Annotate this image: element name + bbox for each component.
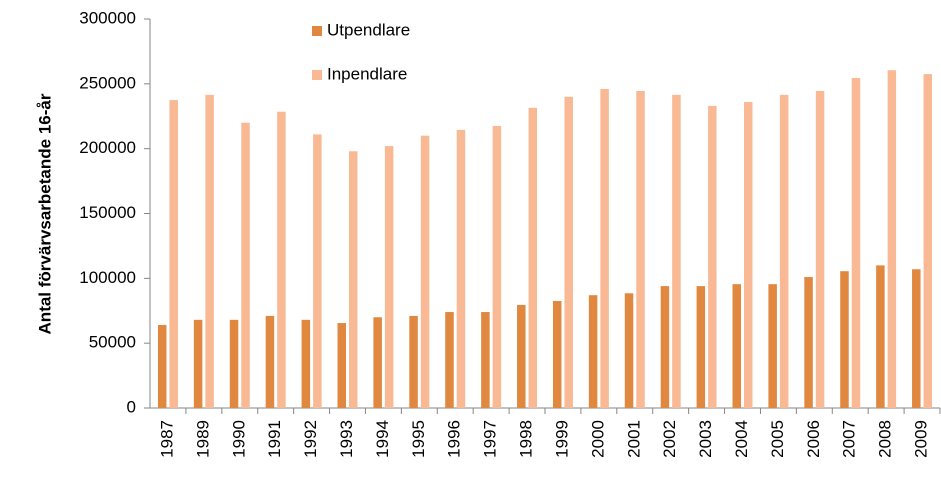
x-tick-label: 2002: [660, 420, 679, 458]
x-tick-label: 2006: [804, 420, 823, 458]
bar: [373, 317, 382, 408]
bar: [815, 90, 825, 408]
bar: [157, 325, 167, 408]
bar: [600, 89, 609, 409]
y-tick-label: 100000: [79, 268, 136, 287]
bar: [517, 304, 526, 408]
bar: [409, 315, 418, 408]
x-tick-label: 1992: [301, 420, 320, 458]
bar: [636, 90, 645, 408]
y-tick-label: 300000: [79, 8, 136, 27]
x-tick-label: 1991: [265, 420, 284, 458]
x-tick-label: 2000: [588, 420, 607, 458]
bar: [384, 146, 394, 408]
x-tick-label: 1998: [517, 420, 536, 458]
bar: [552, 301, 562, 408]
y-axis-label: Antal förvärvsarbetande 16-år: [35, 93, 54, 334]
x-tick-label: 2005: [768, 420, 787, 458]
bar: [779, 94, 789, 408]
bar: [241, 122, 250, 408]
bar: [588, 295, 598, 408]
bar: [349, 151, 358, 408]
x-tick-label: 1996: [445, 420, 464, 458]
y-tick-label: 0: [127, 397, 136, 416]
x-tick-label: 2009: [912, 420, 931, 458]
bar: [887, 70, 897, 409]
bar: [744, 101, 753, 408]
bar: [708, 105, 717, 409]
x-tick-label: 1994: [373, 420, 392, 458]
legend-swatch: [312, 26, 322, 36]
bar: [696, 286, 706, 408]
x-tick-label: 2001: [624, 420, 643, 458]
bar: [732, 284, 741, 408]
y-tick-label: 250000: [79, 73, 136, 92]
bar: [851, 77, 861, 408]
x-tick-label: 1989: [193, 420, 212, 458]
bar: [456, 129, 466, 409]
legend-swatch: [312, 70, 322, 80]
bar: [193, 319, 203, 408]
bar: [923, 74, 933, 408]
x-tick-label: 1990: [229, 420, 248, 458]
bar: [804, 277, 813, 408]
bar: [768, 284, 777, 408]
bar: [301, 319, 311, 408]
y-tick-label: 200000: [79, 138, 136, 157]
bar: [912, 269, 921, 408]
bar: [840, 271, 849, 408]
bar: [313, 134, 322, 409]
bar: [229, 319, 239, 408]
x-tick-label: 1995: [409, 420, 428, 458]
bar: [420, 135, 430, 408]
bar: [624, 293, 634, 408]
bar: [169, 100, 178, 409]
bar: [277, 111, 286, 408]
bar: [492, 125, 502, 408]
x-tick-label: 2004: [732, 420, 751, 458]
legend-label: Utpendlare: [327, 20, 410, 39]
bar: [205, 94, 214, 408]
bar: [445, 312, 454, 408]
bar: [672, 94, 681, 408]
x-tick-label: 2008: [876, 420, 895, 458]
x-tick-label: 2003: [696, 420, 715, 458]
x-tick-label: 1993: [337, 420, 356, 458]
bar: [481, 312, 490, 408]
bar: [876, 265, 885, 408]
bar: [660, 286, 670, 408]
bar: [564, 96, 573, 409]
bar: [528, 107, 538, 409]
bar: [337, 323, 346, 408]
bar: [265, 315, 275, 408]
x-tick-label: 1997: [481, 420, 500, 458]
x-tick-label: 2007: [840, 420, 859, 458]
y-tick-label: 50000: [89, 333, 136, 352]
x-tick-label: 1987: [157, 420, 176, 458]
legend-label: Inpendlare: [327, 64, 407, 83]
y-tick-label: 150000: [79, 203, 136, 222]
x-tick-label: 1999: [552, 420, 571, 458]
